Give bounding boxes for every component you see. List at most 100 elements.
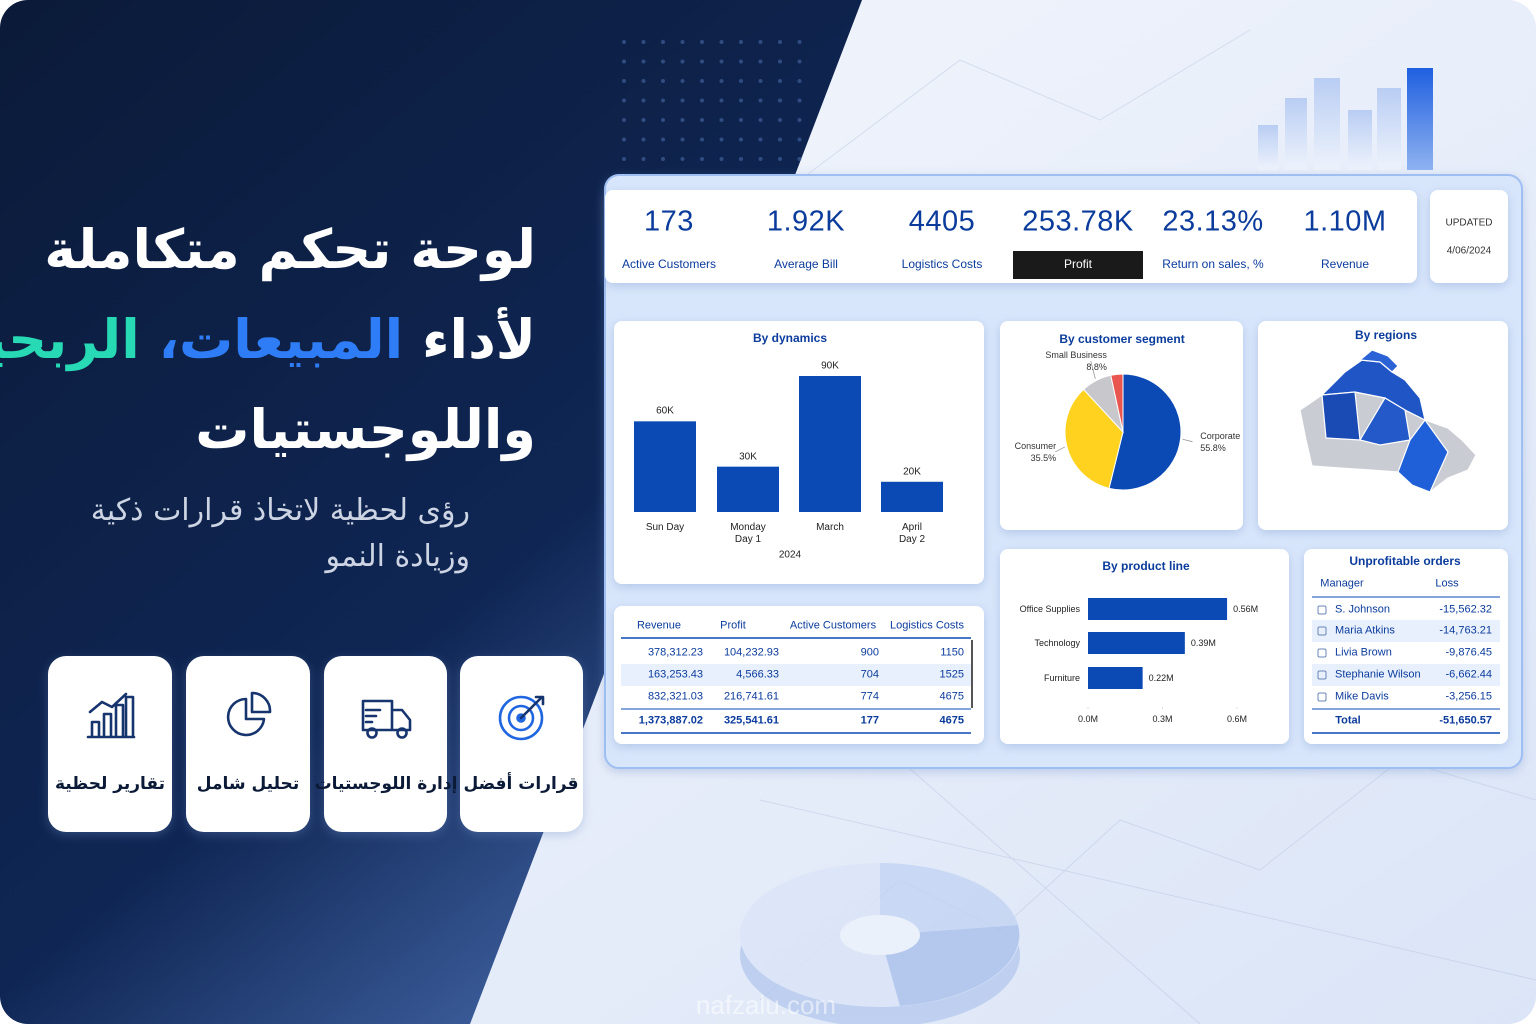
- dot: [680, 79, 685, 83]
- pie-label: Consumer: [1014, 440, 1057, 451]
- dot: [680, 137, 685, 142]
- pie-label: Small Business: [1045, 349, 1107, 360]
- dot: [661, 40, 665, 44]
- row-icon: [1317, 692, 1327, 702]
- table-cell: 1525: [939, 668, 964, 681]
- table-cell: 378,312.23: [647, 646, 703, 659]
- dot: [758, 98, 763, 103]
- x-tick-label: Monday Day 1: [730, 522, 766, 545]
- bar-value-label: 0.22M: [1148, 672, 1174, 683]
- dot: [641, 118, 646, 122]
- headline-highlight: الربحية: [0, 308, 140, 371]
- bar: [634, 421, 696, 512]
- decor-bars: [1258, 68, 1433, 170]
- dot: [797, 79, 802, 83]
- headline-highlight: المبيعات،: [158, 308, 404, 371]
- feature-label: قرارات أفضل: [463, 774, 579, 795]
- dot: [700, 40, 704, 44]
- kpi-label: Revenue: [1320, 257, 1370, 272]
- column-header: Manager: [1320, 577, 1364, 590]
- subtitle-line: وزيادة النمو: [325, 539, 470, 574]
- dot: [641, 79, 646, 83]
- dot: [778, 40, 782, 44]
- bar: [717, 466, 779, 512]
- x-axis-label: 2024: [778, 549, 802, 561]
- headline-word: لأداء: [421, 308, 536, 371]
- bar-value-label: 90K: [821, 360, 839, 372]
- column-header: Logistics Costs: [890, 619, 964, 632]
- loss-value: -15,562.32: [1439, 603, 1492, 616]
- dot: [719, 118, 724, 122]
- kpi-value: 1.10M: [1303, 205, 1387, 238]
- bar: [1088, 667, 1143, 689]
- kpi-value: 23.13%: [1162, 205, 1264, 238]
- pie-slice: [1108, 373, 1182, 491]
- dot: [700, 59, 704, 64]
- dot: [641, 59, 646, 64]
- dot: [661, 59, 665, 64]
- dot: [680, 157, 685, 161]
- row-band: [621, 664, 971, 686]
- dot: [680, 118, 685, 122]
- dot: [622, 157, 626, 161]
- table-cell: 104,232.93: [723, 646, 779, 659]
- dot: [797, 59, 802, 64]
- dot: [661, 157, 665, 161]
- dot: [661, 137, 665, 142]
- total-value: -51,650.57: [1439, 714, 1492, 727]
- bar: [1088, 598, 1228, 620]
- pie-slice: [1110, 373, 1124, 433]
- x-tick-label: 0.6M: [1226, 713, 1248, 724]
- dot: [778, 79, 782, 83]
- dot: [739, 79, 743, 83]
- dot: [622, 118, 626, 122]
- kpi-active-box: [1013, 251, 1143, 279]
- table-cell: 704: [860, 668, 879, 681]
- table-cell: 216,741.61: [723, 690, 779, 703]
- column-header: Revenue: [636, 619, 682, 632]
- dot: [739, 137, 743, 142]
- bar-value-label: 30K: [739, 450, 757, 462]
- dot: [758, 40, 763, 44]
- dot: [758, 137, 763, 142]
- table-cell: 4,566.33: [736, 668, 779, 681]
- feature-label: تحليل شامل: [196, 774, 300, 795]
- dot-grid: [622, 40, 802, 161]
- dot: [797, 40, 802, 44]
- dot: [700, 137, 704, 142]
- dot: [797, 98, 802, 103]
- kpi-value: 173: [644, 205, 694, 238]
- pie-value-label: 35.5%: [1030, 452, 1057, 463]
- kpi-label: Average Bill: [774, 257, 838, 272]
- watermark: nafzalu.com: [695, 990, 837, 1021]
- feature-label: تقارير لحظية: [54, 774, 166, 795]
- dot: [797, 118, 802, 122]
- dot: [719, 79, 724, 83]
- pie-value-label: 55.8%: [1200, 442, 1226, 453]
- dot: [739, 98, 743, 103]
- bar-value-label: 0.39M: [1190, 637, 1216, 648]
- pie-label: Corporate: [1200, 430, 1241, 441]
- dot: [778, 157, 782, 161]
- dot: [661, 98, 665, 103]
- x-tick-label: Sun Day: [645, 522, 685, 533]
- dot: [719, 98, 724, 103]
- dot: [797, 137, 802, 142]
- headline-line: واللوجستيات: [195, 398, 536, 461]
- bar-value-label: 20K: [903, 466, 921, 478]
- headline: لوحة تحكم متكاملة لأداء المبيعات، الربحي…: [0, 205, 536, 475]
- table-cell: 4675: [939, 690, 964, 703]
- loss-value: -3,256.15: [1445, 690, 1492, 703]
- row-icon: [1317, 605, 1327, 615]
- table-cell: 1150: [940, 646, 964, 659]
- table-cell: 163,253.43: [647, 668, 703, 681]
- dot: [680, 98, 685, 103]
- dot: [622, 98, 626, 103]
- leader-line: [1182, 438, 1193, 443]
- pie-value-label: 8.8%: [1086, 361, 1107, 372]
- bar: [881, 481, 943, 512]
- leader-line: [1090, 360, 1096, 379]
- kpi-value: 4405: [908, 205, 976, 238]
- dot: [641, 137, 646, 142]
